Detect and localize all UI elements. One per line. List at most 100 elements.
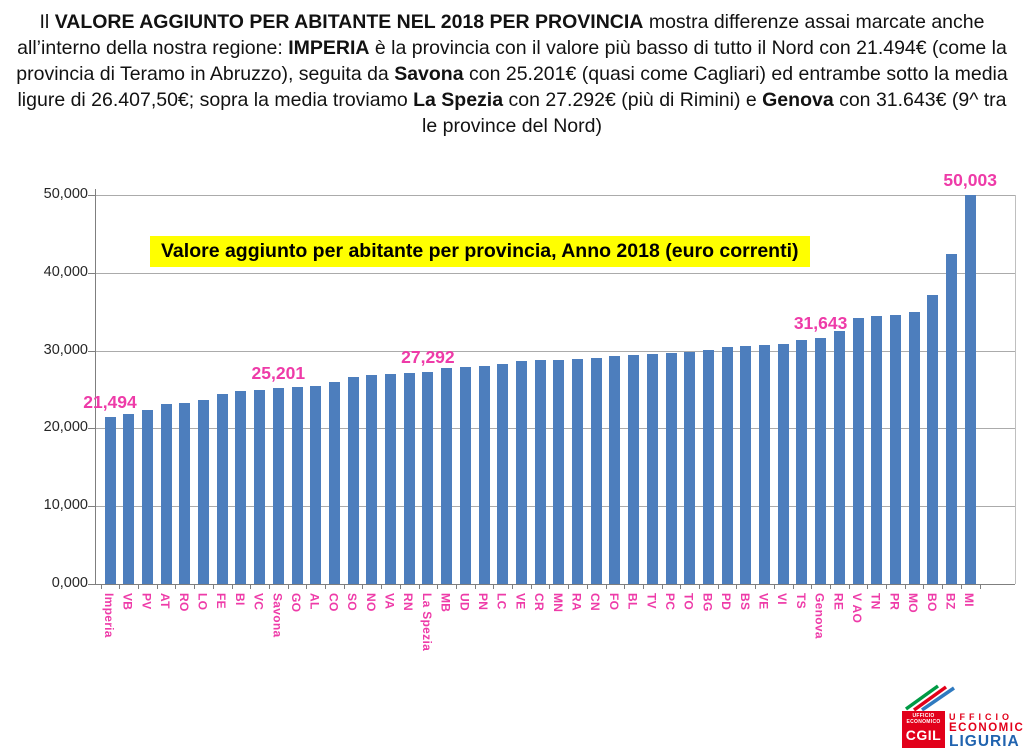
x-axis-label: RN	[401, 593, 416, 611]
x-axis-tick	[474, 584, 476, 589]
x-axis-tick	[755, 584, 757, 589]
x-axis-label: NO	[363, 593, 378, 612]
x-axis-tick	[362, 584, 364, 589]
logo-ufficio-label: UFFICIO	[949, 712, 1013, 722]
x-axis-tick	[156, 584, 158, 589]
logo-box-line1: UFFICIO	[912, 713, 935, 719]
x-axis-tick	[325, 584, 327, 589]
x-axis-tick	[194, 584, 196, 589]
bar	[553, 360, 565, 584]
bar	[422, 372, 434, 584]
x-axis-tick	[867, 584, 869, 589]
logo-box-line2: ECONOMICO	[906, 718, 941, 725]
x-axis-tick	[979, 584, 981, 589]
x-axis-tick	[175, 584, 177, 589]
y-axis-line	[95, 189, 96, 584]
logo-economico-label: ECONOMICO	[949, 722, 1024, 734]
header-segment: Il	[39, 11, 55, 33]
gridline	[95, 350, 1015, 352]
logo-liguria-label: LIGURIA	[949, 733, 1020, 750]
bar	[889, 315, 901, 584]
bar	[927, 295, 939, 584]
x-axis-label: BL	[625, 593, 640, 610]
x-axis-tick	[138, 584, 140, 589]
bar	[684, 352, 696, 584]
x-axis-tick	[512, 584, 514, 589]
x-axis-label: CN	[588, 593, 603, 611]
x-axis-label: MI	[962, 593, 977, 607]
bar	[272, 388, 284, 584]
bar	[459, 367, 471, 584]
x-axis-tick	[100, 584, 102, 589]
x-axis-label: GO	[289, 593, 303, 613]
bar	[796, 340, 808, 584]
x-axis-label: BI	[232, 593, 247, 606]
x-axis-tick	[960, 584, 962, 589]
data-label: 25,201	[251, 363, 306, 383]
x-axis-tick	[250, 584, 252, 589]
cgil-stripes-icon	[904, 684, 955, 711]
bar	[871, 316, 883, 584]
x-axis-label: VA	[382, 593, 397, 610]
x-axis-label: VE	[513, 593, 528, 610]
bar	[572, 359, 583, 584]
x-axis-tick	[381, 584, 383, 589]
x-axis-label: TV	[644, 593, 659, 609]
gridline	[95, 195, 1015, 196]
bar	[534, 360, 546, 584]
bar	[946, 254, 957, 584]
x-axis-label: MO	[906, 593, 921, 613]
bar	[759, 345, 770, 584]
cgil-wordmark: CGIL	[905, 727, 942, 743]
x-axis-label: V AO	[850, 593, 864, 624]
bar	[216, 394, 228, 584]
x-axis-tick	[231, 584, 233, 589]
header-text: Il VALORE AGGIUNTO PER ABITANTE NEL 2018…	[10, 9, 1014, 139]
x-axis-label: SO	[345, 593, 360, 611]
x-axis-label: TO	[681, 593, 696, 611]
y-axis-tick	[88, 584, 95, 585]
x-axis-tick	[717, 584, 719, 589]
bar	[310, 386, 322, 584]
x-axis-tick	[848, 584, 850, 589]
x-axis-tick	[923, 584, 925, 589]
bar	[403, 373, 415, 584]
header-bold-segment: IMPERIA	[288, 37, 370, 59]
bar	[123, 414, 135, 584]
header-bold-segment: Genova	[762, 89, 834, 111]
header-segment: con 25.201€ (quasi come Cagliari) ed ent…	[17, 63, 1008, 111]
bar	[628, 355, 640, 584]
cgil-liguria-logo: UFFICIO ECONOMICO CGIL UFFICIO ECONOMICO…	[898, 684, 1024, 750]
x-axis-label: BG	[700, 593, 715, 612]
bar	[441, 368, 453, 584]
bar	[235, 391, 247, 584]
x-axis-label: Savona	[270, 593, 285, 638]
x-axis-tick	[661, 584, 663, 589]
bar	[515, 361, 527, 584]
bar	[908, 312, 920, 584]
y-axis-tick-label: 50,000	[43, 186, 88, 202]
x-axis-tick	[493, 584, 495, 589]
x-axis-label: MB	[438, 593, 453, 613]
x-axis-tick	[624, 584, 626, 589]
bar	[366, 375, 378, 584]
x-axis-tick	[811, 584, 813, 589]
x-axis-tick	[437, 584, 439, 589]
x-axis-tick	[568, 584, 570, 589]
bar	[254, 390, 266, 584]
x-axis-label: FE	[214, 593, 229, 609]
x-axis-label: PV	[139, 593, 154, 610]
x-axis-tick	[399, 584, 401, 589]
x-axis-tick	[886, 584, 888, 589]
x-axis-label: PC	[663, 593, 677, 611]
y-axis-tick-label: 0,000	[51, 575, 88, 591]
x-axis-label: TN	[868, 593, 883, 610]
y-axis-tick-label: 20,000	[43, 419, 88, 436]
bar	[721, 347, 733, 584]
x-axis-tick	[287, 584, 289, 589]
x-axis-tick	[212, 584, 214, 589]
x-axis-tick	[549, 584, 551, 589]
y-axis-tick	[88, 195, 95, 196]
bar	[852, 318, 864, 584]
